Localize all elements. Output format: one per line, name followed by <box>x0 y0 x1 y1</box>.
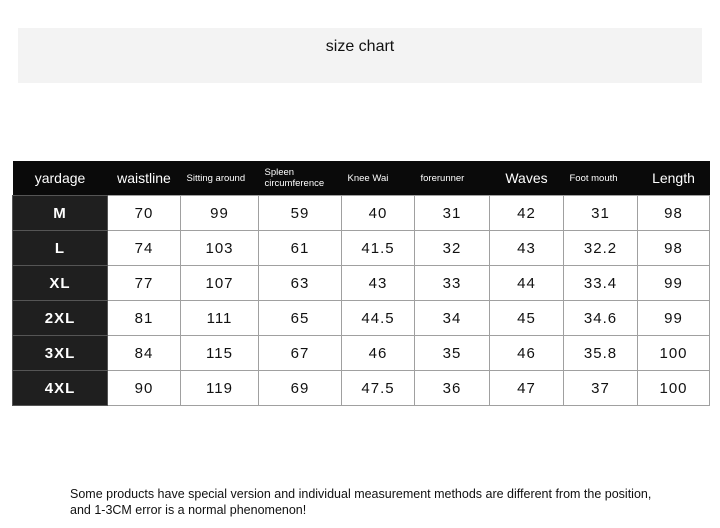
measurement-cell: 46 <box>341 335 415 371</box>
measurement-cell: 35.8 <box>563 335 638 371</box>
size-row: M 70 99 59 40 31 42 31 98 <box>12 195 710 231</box>
measurement-cell: 34 <box>414 300 490 336</box>
measurement-cell: 32.2 <box>563 230 638 266</box>
measurement-cell: 98 <box>637 195 710 231</box>
column-header: Sitting around <box>180 161 259 196</box>
measurement-cell: 46 <box>489 335 564 371</box>
header-row: yardage waistline Sitting around Spleen cir… <box>12 161 710 196</box>
size-row: 2XL 81 111 65 44.5 34 45 34.6 99 <box>12 300 710 336</box>
column-header: Knee Wai <box>341 161 415 196</box>
column-header: waistline <box>107 161 181 196</box>
measurement-cell: 100 <box>637 335 710 371</box>
measurement-cell: 98 <box>637 230 710 266</box>
measurement-cell: 77 <box>107 265 181 301</box>
measurement-cell: 84 <box>107 335 181 371</box>
measurement-cell: 35 <box>414 335 490 371</box>
measurement-cell: 115 <box>180 335 259 371</box>
column-header: Waves <box>489 161 564 196</box>
measurement-cell: 99 <box>637 265 710 301</box>
size-label: XL <box>12 265 108 301</box>
measurement-cell: 32 <box>414 230 490 266</box>
column-header: Length <box>637 161 710 196</box>
measurement-cell: 43 <box>489 230 564 266</box>
size-label: L <box>12 230 108 266</box>
size-table: yardage waistline Sitting around Spleen cir… <box>12 161 710 406</box>
measurement-cell: 31 <box>414 195 490 231</box>
measurement-cell: 47 <box>489 370 564 406</box>
measurement-cell: 81 <box>107 300 181 336</box>
measurement-cell: 119 <box>180 370 259 406</box>
size-label: 3XL <box>12 335 108 371</box>
measurement-cell: 31 <box>563 195 638 231</box>
measurement-cell: 43 <box>341 265 415 301</box>
measurement-cell: 33 <box>414 265 490 301</box>
measurement-cell: 111 <box>180 300 259 336</box>
measurement-cell: 90 <box>107 370 181 406</box>
column-header: Foot mouth <box>563 161 638 196</box>
measurement-cell: 42 <box>489 195 564 231</box>
measurement-cell: 41.5 <box>341 230 415 266</box>
size-label: 2XL <box>12 300 108 336</box>
measurement-cell: 67 <box>258 335 342 371</box>
size-row: 3XL 84 115 67 46 35 46 35.8 100 <box>12 335 710 371</box>
measurement-cell: 40 <box>341 195 415 231</box>
measurement-cell: 103 <box>180 230 259 266</box>
measurement-cell: 99 <box>180 195 259 231</box>
size-label: 4XL <box>12 370 108 406</box>
measurement-cell: 36 <box>414 370 490 406</box>
size-row: L 74 103 61 41.5 32 43 32.2 98 <box>12 230 710 266</box>
column-header: forerunner <box>414 161 490 196</box>
column-header: yardage <box>12 161 108 196</box>
measurement-cell: 45 <box>489 300 564 336</box>
measurement-cell: 59 <box>258 195 342 231</box>
size-label: M <box>12 195 108 231</box>
measurement-cell: 37 <box>563 370 638 406</box>
measurement-cell: 70 <box>107 195 181 231</box>
measurement-cell: 44 <box>489 265 564 301</box>
size-row: XL 77 107 63 43 33 44 33.4 99 <box>12 265 710 301</box>
measurement-cell: 61 <box>258 230 342 266</box>
title-banner: size chart <box>18 28 702 83</box>
column-header: Spleen circumference <box>258 161 342 196</box>
measurement-cell: 65 <box>258 300 342 336</box>
footer-note: Some products have special version and i… <box>70 487 652 517</box>
page-title: size chart <box>325 38 395 55</box>
measurement-cell: 47.5 <box>341 370 415 406</box>
measurement-cell: 34.6 <box>563 300 638 336</box>
measurement-cell: 74 <box>107 230 181 266</box>
measurement-cell: 33.4 <box>563 265 638 301</box>
measurement-cell: 44.5 <box>341 300 415 336</box>
measurement-cell: 100 <box>637 370 710 406</box>
measurement-cell: 69 <box>258 370 342 406</box>
measurement-cell: 99 <box>637 300 710 336</box>
size-row: 4XL 90 119 69 47.5 36 47 37 100 <box>12 370 710 406</box>
measurement-cell: 107 <box>180 265 259 301</box>
measurement-cell: 63 <box>258 265 342 301</box>
